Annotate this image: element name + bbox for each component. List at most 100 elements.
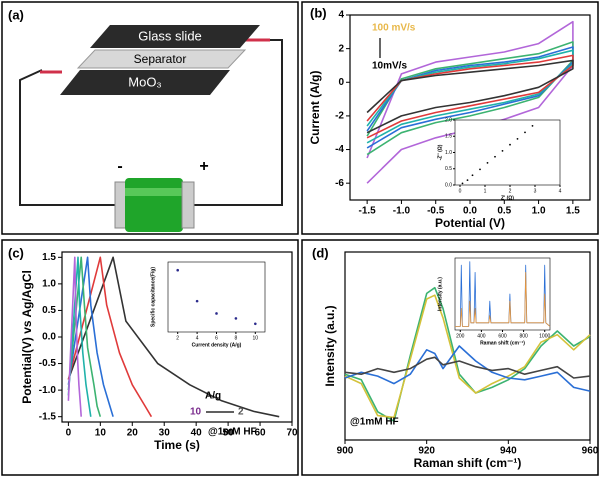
annotation: @1mM HF xyxy=(350,417,399,428)
y-tick-label: 4 xyxy=(338,10,344,21)
point xyxy=(486,162,489,164)
y-tick-label: 0 xyxy=(338,77,344,88)
panel-frame xyxy=(1,1,299,235)
x-tick-label: 900 xyxy=(337,446,354,457)
series-line xyxy=(67,256,82,417)
series-line xyxy=(67,256,114,417)
y-axis-label: Potential(V) vs Ag/AgCl xyxy=(20,270,34,404)
series-line xyxy=(344,286,591,422)
inset-frame xyxy=(167,261,266,333)
panel-label: (c) xyxy=(8,245,24,260)
battery xyxy=(125,178,183,232)
panel-label: (a) xyxy=(8,7,24,22)
y-tick-label: -4 xyxy=(335,144,344,155)
series-line xyxy=(67,256,92,417)
y-tick-label: -6 xyxy=(335,178,344,189)
x-tick-label: 0.5 xyxy=(497,206,511,217)
x-tick-label: 10 xyxy=(95,428,107,439)
series-line xyxy=(455,272,551,327)
point xyxy=(471,174,474,177)
series-line xyxy=(366,59,574,134)
battery-shine xyxy=(125,188,183,196)
y-tick-label: -1.0 xyxy=(39,385,57,396)
minus-sign: - xyxy=(117,158,122,175)
panel-frame xyxy=(1,239,299,476)
y-tick-label: 2 xyxy=(338,43,344,54)
x-tick-label: 4 xyxy=(559,188,562,194)
series-line xyxy=(344,294,591,419)
x-tick-label: 6 xyxy=(215,335,218,341)
point xyxy=(516,137,519,140)
point xyxy=(479,168,481,171)
point xyxy=(234,317,238,320)
x-tick-label: 960 xyxy=(582,446,599,457)
x-tick-label: 4 xyxy=(196,335,199,341)
x-tick-label: 600 xyxy=(498,333,507,339)
wire xyxy=(19,69,120,206)
x-tick-label: 0 xyxy=(459,188,462,194)
x-tick-label: 800 xyxy=(519,333,528,339)
x-tick-label: -1.5 xyxy=(359,206,377,217)
x-tick-label: 0.0 xyxy=(463,206,477,217)
y-tick-label: 1.5 xyxy=(445,134,452,140)
y-tick-label: -0.5 xyxy=(39,358,57,369)
y-tick-label: 1.0 xyxy=(445,150,452,156)
separator xyxy=(76,49,247,69)
x-tick-label: 60 xyxy=(254,428,266,439)
device-diagram: Glass slide Separator MoO₃ - + (a) xyxy=(8,7,283,232)
series-line xyxy=(344,345,591,392)
x-tick-label: 940 xyxy=(500,446,517,457)
y-axis-label: -Z'' (Ω) xyxy=(437,144,443,160)
series-line xyxy=(67,256,102,417)
y-tick-label: 2.0 xyxy=(445,117,452,123)
x-tick-label: -0.5 xyxy=(427,206,445,217)
x-tick-label: 2 xyxy=(509,188,512,194)
y-tick-label: 0.0 xyxy=(42,332,56,343)
x-tick-label: 3 xyxy=(534,188,537,194)
annotation: 100 mV/s xyxy=(372,23,416,34)
annotation: 2 xyxy=(238,407,244,418)
x-tick-label: 1 xyxy=(484,188,487,194)
y-axis-label: Specific capacitance(F/g) xyxy=(150,267,156,327)
point xyxy=(254,322,257,326)
plus-sign: + xyxy=(199,158,208,175)
y-tick-label: 0.5 xyxy=(445,166,452,172)
x-tick-label: 8 xyxy=(235,335,238,341)
annotation: 10mV/s xyxy=(372,61,407,72)
x-tick-label: 1000 xyxy=(539,333,550,339)
glass-slide-label: Glass slide xyxy=(138,28,202,43)
y-axis-label: Intensity (a.u.) xyxy=(437,277,443,311)
point xyxy=(176,268,179,272)
x-axis-label: Raman shift (cm⁻¹) xyxy=(414,456,522,470)
point xyxy=(494,155,496,158)
point xyxy=(195,299,199,303)
x-tick-label: 40 xyxy=(191,428,203,439)
point xyxy=(531,124,534,127)
x-tick-label: 10 xyxy=(253,335,259,341)
y-tick-label: 0.5 xyxy=(42,305,56,316)
annotation: @1mM HF xyxy=(208,427,257,438)
panel-frame xyxy=(301,1,599,235)
x-tick-label: 2 xyxy=(176,335,179,341)
x-axis-label: Z' (Ω) xyxy=(501,195,514,201)
annotation: 10 xyxy=(190,407,202,418)
glass-slide xyxy=(90,25,260,48)
x-tick-label: 20 xyxy=(127,428,139,439)
y-tick-label: 0.0 xyxy=(445,182,452,188)
battery-cap xyxy=(181,181,195,229)
x-tick-label: 30 xyxy=(159,428,171,439)
x-axis-label: Raman shift (cm⁻¹) xyxy=(480,340,525,346)
point xyxy=(461,182,464,185)
x-tick-label: 1.0 xyxy=(532,206,546,217)
point xyxy=(501,149,504,152)
y-tick-label: -2 xyxy=(335,111,344,122)
panel-label: (b) xyxy=(310,5,327,20)
y-tick-label: 1.5 xyxy=(42,252,56,263)
point xyxy=(509,143,511,146)
x-tick-label: 0 xyxy=(66,428,72,439)
x-tick-label: -1.0 xyxy=(393,206,411,217)
moo3-label: MoO₃ xyxy=(128,74,161,89)
y-axis-label: Intensity (a.u.) xyxy=(323,305,337,386)
x-axis-label: Potential (V) xyxy=(435,216,505,230)
